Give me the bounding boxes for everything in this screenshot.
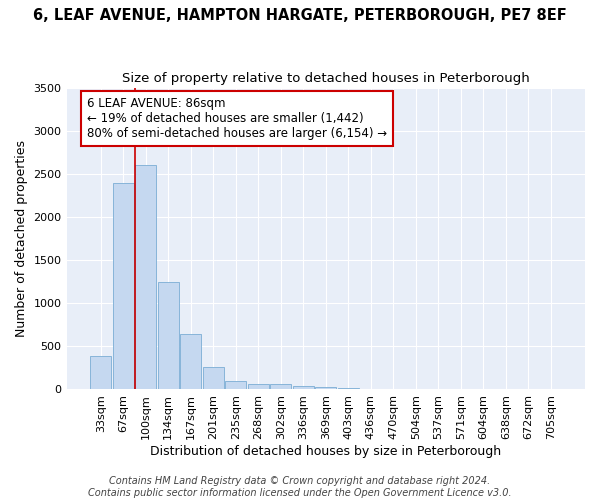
Text: 6 LEAF AVENUE: 86sqm
← 19% of detached houses are smaller (1,442)
80% of semi-de: 6 LEAF AVENUE: 86sqm ← 19% of detached h… [87,97,388,140]
Bar [113,182,134,389]
Bar [270,384,292,389]
Bar [135,166,157,389]
Bar [293,386,314,389]
Text: 6, LEAF AVENUE, HAMPTON HARGATE, PETERBOROUGH, PE7 8EF: 6, LEAF AVENUE, HAMPTON HARGATE, PETERBO… [33,8,567,22]
Bar [315,388,337,389]
Bar [180,334,202,389]
Y-axis label: Number of detached properties: Number of detached properties [15,140,28,337]
Bar [248,384,269,389]
Bar [203,366,224,389]
Title: Size of property relative to detached houses in Peterborough: Size of property relative to detached ho… [122,72,530,86]
Bar [158,282,179,389]
Bar [90,356,112,389]
Bar [338,388,359,389]
Text: Contains HM Land Registry data © Crown copyright and database right 2024.
Contai: Contains HM Land Registry data © Crown c… [88,476,512,498]
Bar [225,381,247,389]
X-axis label: Distribution of detached houses by size in Peterborough: Distribution of detached houses by size … [150,444,502,458]
